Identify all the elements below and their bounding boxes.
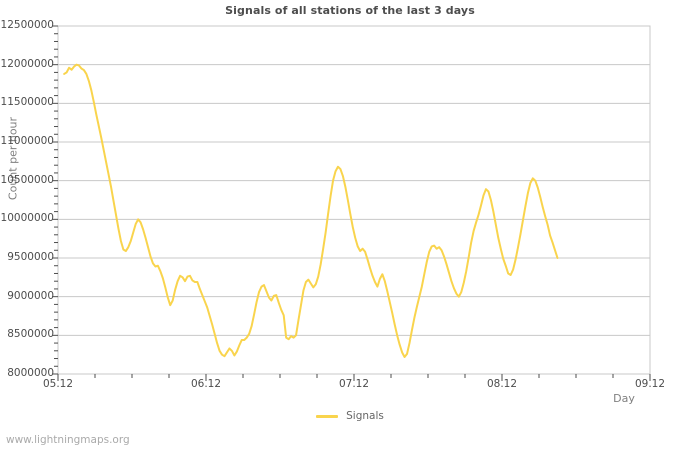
data-series-signals [63,63,559,358]
y-tick-label: 10500000 [0,173,54,186]
y-tick-label: 11000000 [0,135,54,147]
x-axis-title: Day [613,392,635,405]
y-tick-label: 9000000 [7,289,54,302]
plot-background [58,26,650,374]
chart-legend: Signals [0,410,700,422]
chart-title: Signals of all stations of the last 3 da… [225,4,475,17]
y-tick-label: 12500000 [0,19,54,31]
x-tick-label: 06.12 [190,378,222,390]
watermark-text: www.lightningmaps.org [6,434,130,446]
y-tick-label: 8000000 [7,367,54,379]
legend-label-signals: Signals [346,410,384,422]
x-tick-label: 05.12 [42,378,74,390]
legend-swatch-signals [316,414,339,418]
y-tick-label: 9500000 [7,251,54,263]
y-axis-title: Count per hour [6,116,20,201]
x-tick-label: 08.12 [486,378,518,390]
x-tick-label: 07.12 [338,378,370,390]
y-tick-label: 11500000 [0,96,54,109]
y-tick-label: 10000000 [0,212,54,225]
y-tick-label: 12000000 [0,57,54,70]
y-tick-label: 8500000 [7,328,54,341]
x-tick-label: 09.12 [634,378,666,390]
